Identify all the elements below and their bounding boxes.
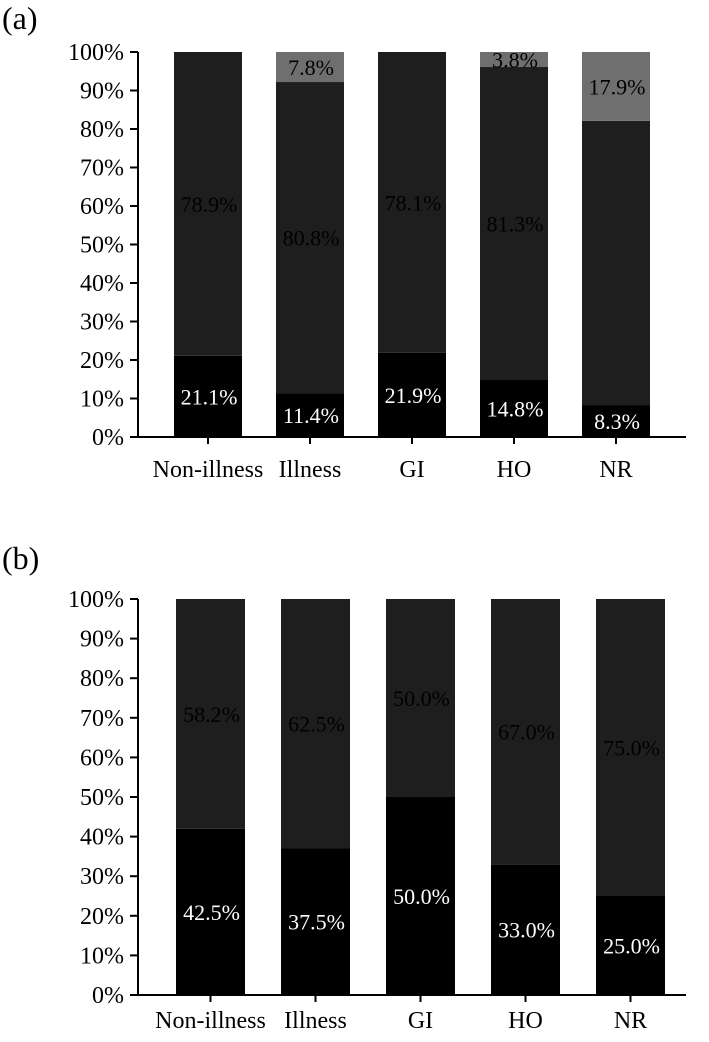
y-tick-label: 20% [80, 348, 124, 374]
bar-segment [176, 599, 245, 829]
bar-segment [276, 393, 344, 437]
y-tick-label: 20% [80, 904, 124, 930]
bar-segment [596, 896, 665, 995]
y-tick-label: 80% [80, 117, 124, 143]
data-label: 78.1% [385, 190, 442, 215]
y-tick-label: 10% [80, 387, 124, 413]
bar-segment [491, 864, 560, 995]
data-label: 3.8% [492, 48, 538, 73]
bar-segment [480, 52, 548, 68]
data-label: 14.8% [487, 397, 544, 422]
panel-label-a: (a) [2, 0, 38, 36]
data-label: 37.5% [288, 910, 345, 935]
chart-b: 42.5% 58.2% Non-illness 37.5% 62.5% Illness 50… [68, 587, 686, 1034]
bar-segment [378, 352, 446, 437]
y-tick-label: 30% [80, 864, 124, 890]
bar-segment [480, 380, 548, 437]
data-label: 21.9% [385, 383, 442, 408]
y-tick-label: 90% [80, 79, 124, 105]
chart-panel-b: (b) 42.5% 58.2% Non-illness 37.5% 62.5% Illne… [0, 540, 709, 1042]
y-tick-label: 60% [80, 194, 124, 220]
data-label: 21.1% [181, 384, 238, 409]
data-label: 8.3% [594, 409, 640, 434]
data-label: 62.5% [288, 712, 345, 737]
bar-segment [480, 67, 548, 381]
bar-segment [596, 599, 665, 896]
bar-segment [386, 797, 455, 995]
x-tick-label: Illness [284, 1008, 347, 1034]
data-label: 50.0% [393, 686, 450, 711]
data-label: 25.0% [603, 934, 660, 959]
x-tick-label: GI [399, 457, 424, 483]
bar-segment [281, 848, 350, 995]
y-tick-label: 50% [80, 233, 124, 259]
bar-segment [386, 599, 455, 797]
data-label: 58.2% [183, 702, 240, 727]
y-tick-label: 90% [80, 627, 124, 653]
bar-segment [582, 120, 650, 406]
x-tick-label: Illness [279, 457, 342, 483]
data-label: 75.0% [603, 736, 660, 761]
data-label: 67.0% [498, 720, 555, 745]
y-tick-label: 0% [92, 425, 124, 451]
data-label: 11.4% [283, 403, 339, 428]
data-label: 78.9% [181, 192, 238, 217]
y-tick-label: 30% [80, 310, 124, 336]
data-label: 17.9% [589, 74, 646, 99]
bar-segment [582, 52, 650, 121]
data-label: 80.8% [283, 226, 340, 251]
data-label: 42.5% [183, 900, 240, 925]
y-tick-label: 70% [80, 706, 124, 732]
x-tick-label: Non-illness [153, 457, 264, 483]
data-label: 7.8% [288, 55, 334, 80]
y-tick-label: 80% [80, 666, 124, 692]
x-tick-label: HO [508, 1008, 543, 1034]
y-tick-label: 10% [80, 943, 124, 969]
x-tick-label: HO [497, 457, 532, 483]
data-label: 33.0% [498, 918, 555, 943]
bar-segment [174, 52, 242, 356]
data-label: 81.3% [487, 212, 544, 237]
y-tick-label: 100% [68, 587, 124, 613]
y-tick-label: 70% [80, 156, 124, 182]
bar-segment [174, 355, 242, 437]
y-tick-label: 0% [92, 983, 124, 1009]
bar-segment [281, 599, 350, 849]
x-tick-label: NR [614, 1008, 647, 1034]
bar-segment [378, 52, 446, 353]
x-tick-label: GI [408, 1008, 433, 1034]
y-tick-label: 100% [68, 40, 124, 66]
y-tick-label: 40% [80, 271, 124, 297]
bar-segment [276, 82, 344, 394]
y-tick-label: 40% [80, 825, 124, 851]
chart-a: 21.1% 78.9% Non-illness 11.4% 80.8% 7.8% Illne… [68, 40, 686, 483]
x-tick-label: NR [599, 457, 632, 483]
y-tick-label: 50% [80, 785, 124, 811]
bar-segment [582, 405, 650, 437]
x-tick-label: Non-illness [155, 1008, 266, 1034]
bar-segment [176, 828, 245, 995]
bar-segment [491, 599, 560, 865]
panel-label-b: (b) [2, 540, 40, 576]
y-tick-label: 60% [80, 745, 124, 771]
chart-panel-a: (a) 21.1% 78.9% Non-illness 11.4% 80.8% 7.8% I… [0, 0, 709, 500]
data-label: 50.0% [393, 884, 450, 909]
bar-segment [276, 52, 344, 83]
